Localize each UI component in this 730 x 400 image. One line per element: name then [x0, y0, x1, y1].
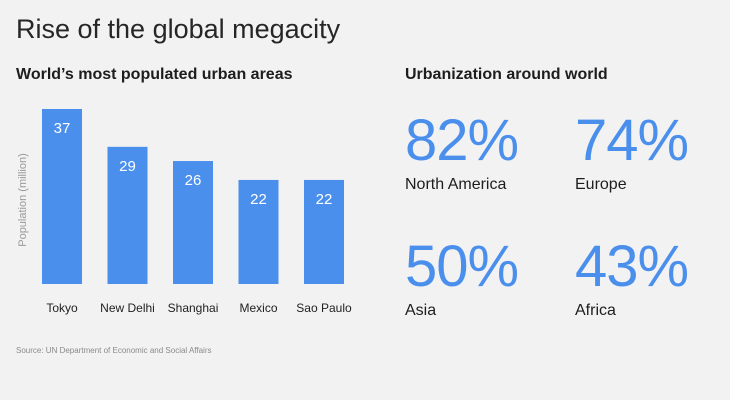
page-title: Rise of the global megacity	[16, 14, 341, 44]
category-label: Tokyo	[46, 301, 78, 315]
bar-value-label: 29	[119, 158, 136, 175]
urbanization-title: Urbanization around world	[405, 66, 608, 83]
stat-europe: 74% Europe	[575, 108, 689, 194]
bar-value-label: 37	[54, 120, 71, 137]
bar-value-label: 22	[316, 191, 333, 208]
category-label: Shanghai	[168, 301, 219, 315]
category-label: New Delhi	[100, 301, 155, 315]
stat-value: 50%	[405, 234, 519, 299]
chart-title: World’s most populated urban areas	[16, 66, 293, 83]
stat-africa: 43% Africa	[575, 234, 689, 320]
bars-group: 37 Tokyo 29 New Delhi 26 Shanghai 22 Mexico 22 Sa…	[42, 109, 352, 315]
category-label: Mexico	[239, 301, 277, 315]
source-note: Source: UN Department of Economic and So…	[16, 346, 212, 355]
stat-value: 43%	[575, 234, 689, 299]
stat-label: Asia	[405, 302, 437, 319]
stat-label: Europe	[575, 176, 627, 193]
bar-value-label: 22	[250, 191, 267, 208]
stat-label: Africa	[575, 302, 616, 319]
stat-label: North America	[405, 176, 507, 193]
bar-mexico	[238, 179, 279, 284]
stat-value: 82%	[405, 108, 519, 173]
stat-asia: 50% Asia	[405, 234, 519, 320]
bar-sao-paulo	[304, 179, 344, 284]
stat-north-america: 82% North America	[405, 108, 519, 194]
bar-value-label: 26	[185, 172, 202, 189]
category-label: Sao Paulo	[296, 301, 352, 315]
bar-shanghai	[173, 161, 213, 284]
y-axis-label: Population (million)	[17, 153, 29, 247]
bar-new-delhi	[107, 146, 148, 284]
bar-tokyo	[42, 109, 82, 284]
stat-value: 74%	[575, 108, 689, 173]
